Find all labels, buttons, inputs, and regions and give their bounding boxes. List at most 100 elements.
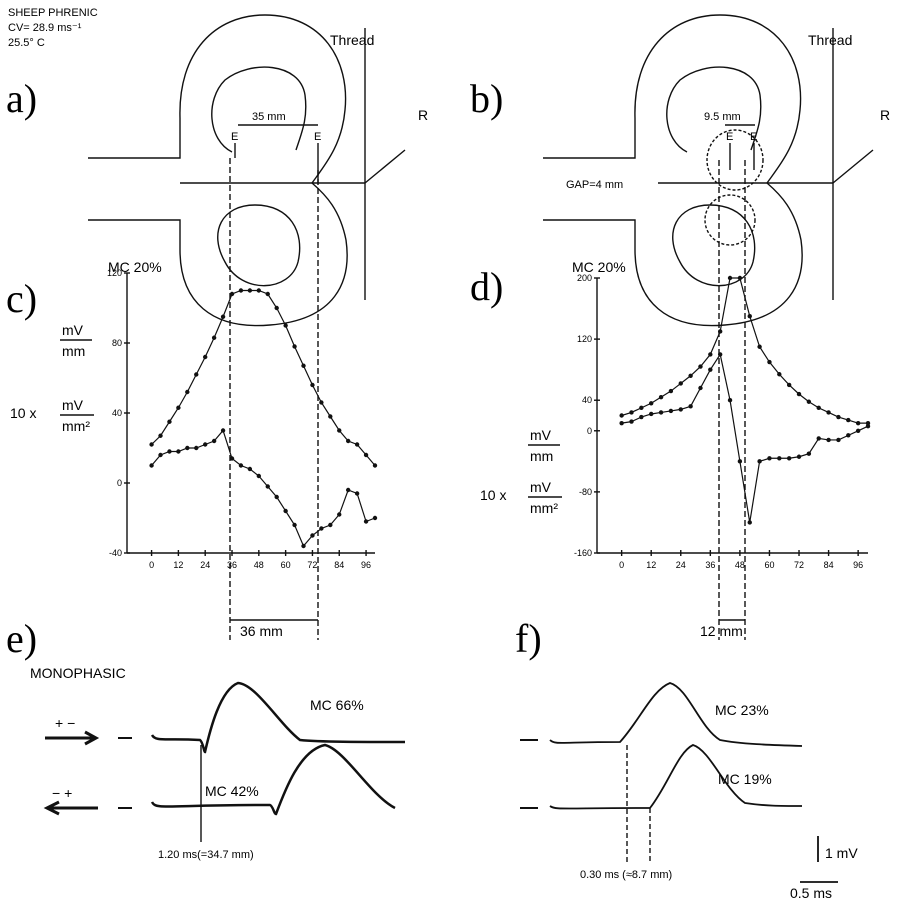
x-tick-label: 36 — [705, 560, 715, 570]
trace — [549, 682, 803, 747]
point — [319, 526, 324, 531]
x-tick-label: 24 — [200, 560, 210, 570]
point — [283, 323, 288, 328]
reference-lead — [364, 149, 406, 184]
panel-label: f) — [515, 616, 542, 661]
point — [846, 417, 851, 423]
y-tick-label: 40 — [112, 408, 122, 418]
point — [310, 533, 315, 538]
point — [149, 442, 154, 447]
panel-label: c) — [6, 276, 37, 321]
point — [345, 438, 351, 444]
point — [698, 364, 703, 369]
x-tick-label: 48 — [254, 560, 264, 570]
point — [619, 420, 624, 426]
point — [158, 433, 163, 438]
y-tick-label: -40 — [109, 548, 122, 558]
point — [194, 372, 199, 377]
point — [372, 515, 378, 521]
x-tick-label: 72 — [794, 560, 804, 570]
point — [826, 437, 831, 443]
point — [202, 442, 208, 447]
point — [247, 288, 253, 293]
point — [301, 543, 306, 549]
point — [639, 405, 644, 411]
point — [865, 423, 871, 429]
gap-label: GAP=4 mm — [566, 179, 623, 191]
point — [274, 494, 279, 500]
point — [167, 419, 172, 424]
point — [194, 445, 199, 451]
point — [328, 414, 333, 419]
x-tick-label: 0 — [149, 560, 154, 570]
y-tick-label: -80 — [579, 487, 592, 497]
x-tick-label: 48 — [735, 560, 745, 570]
point — [757, 344, 762, 349]
panel-label: a) — [6, 76, 37, 121]
deriv-den: mm² — [530, 500, 558, 516]
point — [698, 385, 703, 391]
point — [767, 456, 772, 461]
point — [757, 459, 762, 464]
point — [816, 436, 821, 441]
panel-label: b) — [470, 76, 503, 121]
point — [220, 428, 226, 433]
point — [717, 329, 723, 334]
point — [777, 372, 782, 377]
trace-label: MC 66% — [310, 697, 364, 713]
point — [211, 335, 217, 340]
point — [846, 433, 851, 438]
point — [229, 291, 235, 297]
point — [629, 419, 634, 424]
y-tick-label: -160 — [574, 548, 592, 558]
point — [337, 512, 342, 517]
point — [337, 428, 342, 433]
point — [283, 508, 288, 514]
point — [747, 520, 752, 525]
point — [265, 291, 270, 297]
thread-label: Thread — [808, 32, 852, 48]
trace-label: MC 23% — [715, 702, 769, 718]
x-tick-label: 12 — [173, 560, 183, 570]
point — [649, 401, 654, 406]
electrode-label: E — [726, 131, 733, 143]
point — [836, 414, 841, 420]
series-line — [151, 289, 376, 466]
trace — [150, 681, 406, 754]
span-label: 12 mm — [700, 623, 743, 639]
point — [668, 388, 674, 394]
x-tick-label: 24 — [676, 560, 686, 570]
point — [363, 452, 369, 458]
reference-lead — [832, 149, 874, 184]
panel-label: e) — [6, 616, 37, 661]
thread-label: Thread — [330, 32, 374, 48]
polarity-label: + − — [55, 715, 75, 731]
point — [167, 449, 172, 454]
trace — [150, 743, 396, 816]
point — [256, 288, 262, 293]
point — [310, 382, 315, 388]
header-line: CV= 28.9 ms⁻¹ — [8, 22, 82, 34]
x-tick-label: 60 — [764, 560, 774, 570]
distance-label: 35 mm — [252, 111, 286, 123]
deriv-den: mm² — [62, 418, 90, 434]
delay-label: 0.30 ms (≈8.7 mm) — [580, 869, 672, 881]
point — [678, 407, 683, 412]
direction-arrow — [45, 730, 100, 746]
time-label: 0.5 ms — [790, 885, 832, 901]
point — [265, 484, 270, 489]
point — [149, 463, 154, 468]
point — [247, 466, 253, 472]
point — [786, 382, 792, 388]
point — [708, 352, 713, 357]
point — [806, 399, 812, 404]
reference-label: R — [880, 107, 890, 123]
annotation: MC 20% — [572, 259, 626, 275]
point — [747, 313, 752, 319]
point — [319, 400, 324, 405]
series-line — [151, 429, 376, 548]
y-tick-label: 40 — [582, 395, 592, 405]
point — [658, 410, 664, 415]
amplitude-label: 1 mV — [825, 845, 858, 861]
point — [678, 381, 683, 386]
